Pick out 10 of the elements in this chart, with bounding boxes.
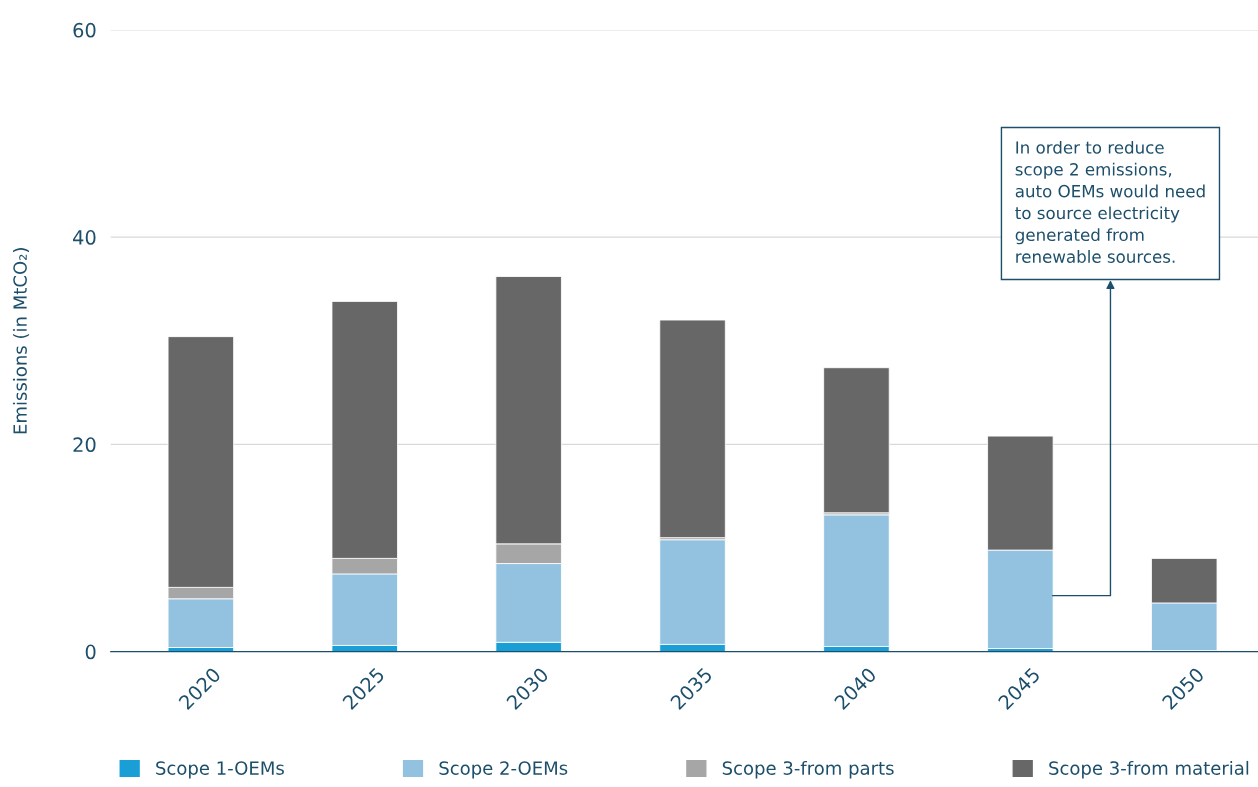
y-tick-label: 60	[73, 22, 96, 38]
legend-label: Scope 2-OEMs	[439, 761, 568, 779]
legend-label: Scope 3-from parts	[722, 760, 894, 779]
legend-label: Scope 1-OEMs	[156, 761, 284, 779]
y-tick-label: 20	[73, 437, 96, 453]
annotation: In order to reduce scope 2 emissions, auto OEMs would need to source electricity generated from renewable sources.	[1015, 140, 1205, 263]
y-tick-label: 0	[85, 644, 96, 660]
legend-label: Scope 3-from material	[1049, 760, 1249, 779]
y-tick-label: 40	[73, 230, 96, 245]
y-axis-title: Emissions (in MtCO₂)	[12, 248, 30, 434]
